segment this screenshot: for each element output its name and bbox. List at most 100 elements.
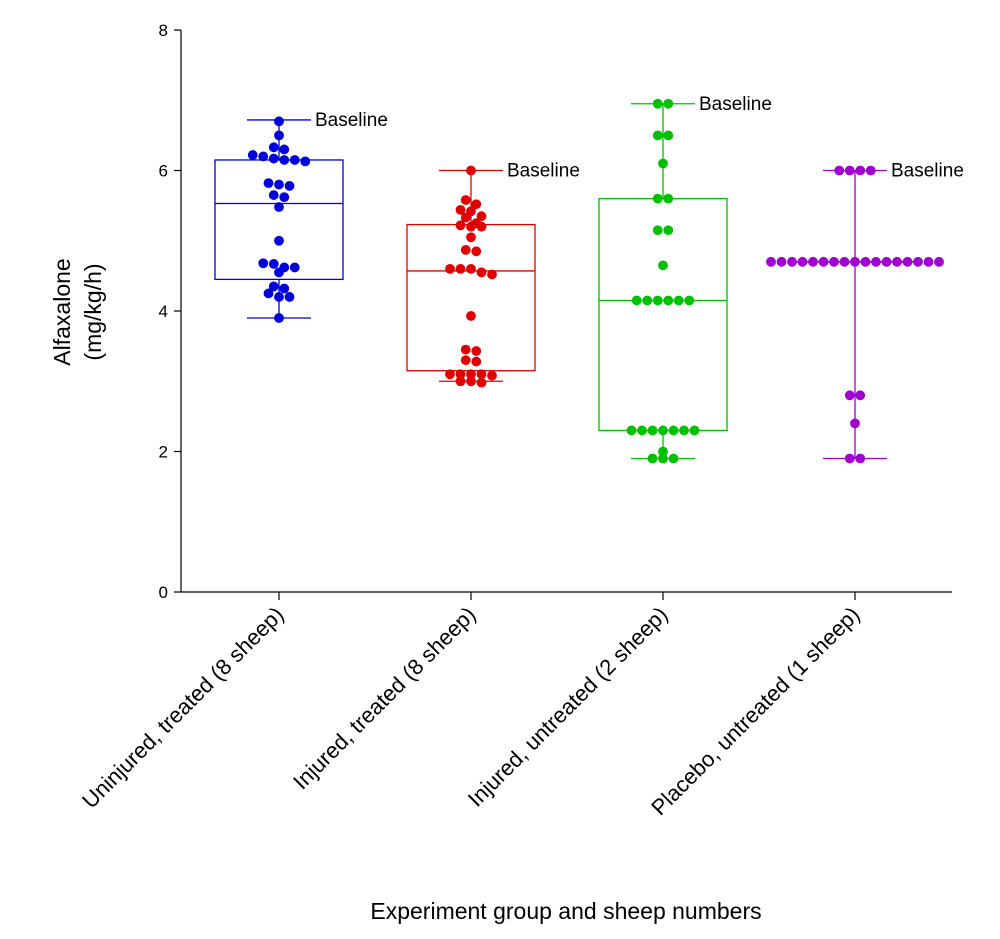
baseline-annotation: Baseline <box>699 94 772 115</box>
data-point <box>445 263 455 274</box>
data-point <box>460 244 471 255</box>
y-tick-label: 2 <box>159 443 168 462</box>
data-point <box>684 295 695 306</box>
data-point <box>274 292 284 302</box>
data-point <box>476 377 487 388</box>
data-point <box>279 155 290 165</box>
data-point <box>471 346 482 356</box>
data-point <box>247 150 258 160</box>
y-tick-label: 0 <box>159 583 168 602</box>
data-point <box>668 453 679 464</box>
data-point <box>871 256 881 267</box>
data-point <box>844 165 855 176</box>
data-point <box>279 192 290 203</box>
data-point <box>274 202 284 212</box>
box-iqr <box>406 223 536 372</box>
data-point <box>668 425 679 436</box>
data-point <box>658 446 668 457</box>
data-point <box>466 263 476 274</box>
data-point <box>902 256 913 267</box>
data-point <box>455 369 466 380</box>
data-point <box>663 225 674 236</box>
y-tick-label: 6 <box>159 162 168 181</box>
data-point <box>284 292 295 302</box>
data-point <box>663 295 674 306</box>
data-point <box>787 256 797 267</box>
data-point <box>923 256 934 267</box>
data-point <box>300 156 311 167</box>
data-point <box>466 369 476 380</box>
data-point <box>466 221 476 232</box>
data-point <box>818 256 829 267</box>
data-point <box>455 220 466 231</box>
data-point <box>689 425 700 436</box>
y-tick-label: 8 <box>159 21 168 40</box>
data-point <box>263 178 274 189</box>
data-point <box>647 425 658 436</box>
group-3: Baseline <box>598 94 772 464</box>
data-point <box>881 256 892 267</box>
data-point <box>658 425 668 436</box>
data-point <box>652 193 663 204</box>
data-point <box>274 179 284 190</box>
box-iqr <box>214 159 344 281</box>
data-point <box>829 256 839 267</box>
data-point <box>455 376 466 387</box>
y-ticks: 0 2 4 6 8 <box>159 21 181 602</box>
box-iqr <box>598 197 728 432</box>
baseline-annotation: Baseline <box>891 161 964 182</box>
data-point <box>637 425 647 436</box>
data-point <box>808 256 818 267</box>
data-point <box>471 356 482 367</box>
data-point <box>268 281 279 292</box>
data-point <box>274 235 284 246</box>
data-point <box>476 267 487 278</box>
data-point <box>466 311 476 321</box>
data-point <box>268 153 279 164</box>
data-point <box>855 165 866 176</box>
data-point <box>268 259 279 269</box>
data-point <box>274 116 284 127</box>
data-point <box>274 267 284 278</box>
data-point <box>673 295 684 306</box>
data-point <box>797 256 808 267</box>
data-point <box>455 263 466 274</box>
data-point <box>663 98 674 109</box>
group-2: Baseline <box>406 161 580 388</box>
data-point <box>466 376 476 387</box>
data-point <box>679 425 689 436</box>
data-point <box>850 418 860 429</box>
data-point <box>855 453 866 464</box>
data-point <box>839 256 850 267</box>
group-4: Baseline <box>766 161 964 464</box>
data-point <box>892 256 902 267</box>
data-point <box>834 165 845 176</box>
y-axis-title-line-1: Alfaxalone <box>49 258 75 365</box>
data-point <box>268 190 279 200</box>
data-point <box>626 425 637 436</box>
y-tick-label: 4 <box>159 302 168 321</box>
data-point <box>279 283 290 294</box>
x-category-label: Injured, untreated (2 sheep) <box>463 602 673 812</box>
data-point <box>289 155 300 165</box>
data-point <box>663 193 674 204</box>
data-point <box>865 165 876 176</box>
data-point <box>476 369 487 380</box>
baseline-annotation: Baseline <box>315 110 388 131</box>
data-point <box>445 369 455 380</box>
data-point <box>487 370 497 381</box>
data-point <box>844 453 855 464</box>
data-point <box>658 260 668 271</box>
data-point <box>471 246 482 257</box>
data-point <box>460 344 471 355</box>
x-ticks: Uninjured, treated (8 sheep) Injured, tre… <box>77 592 865 820</box>
data-point <box>860 256 871 267</box>
data-point <box>258 258 269 269</box>
x-category-label: Placebo, untreated (1 sheep) <box>646 602 864 820</box>
group-1: Baseline <box>214 110 388 323</box>
data-point <box>263 288 274 299</box>
data-point <box>647 453 658 464</box>
data-point <box>466 232 476 243</box>
data-point <box>652 225 663 236</box>
